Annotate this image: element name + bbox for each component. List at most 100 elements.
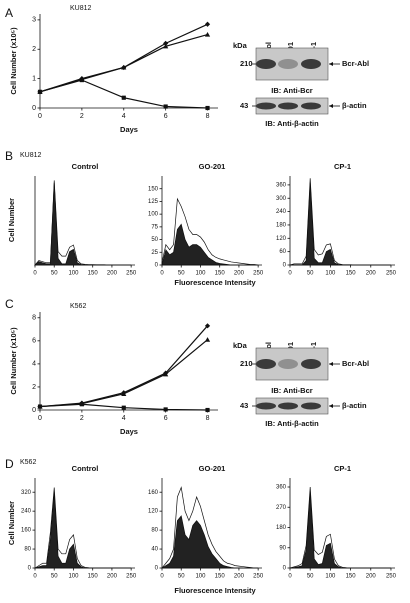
histogram-area xyxy=(34,182,132,266)
x-tick-label: 200 xyxy=(107,271,118,277)
chart-title: CP-1 xyxy=(334,162,351,171)
ib-label: IB: Anti-Bcr xyxy=(271,386,312,395)
x-axis-label: Days xyxy=(120,125,138,134)
data-point xyxy=(204,337,211,342)
x-tick-label: 150 xyxy=(215,271,226,277)
target-label: Bcr-Abl xyxy=(342,359,369,368)
x-tick-label: 250 xyxy=(126,574,137,580)
y-axis-label: Cell Number (x10⁵) xyxy=(9,27,18,95)
blot-band xyxy=(301,59,321,69)
x-tick-label: 250 xyxy=(253,574,264,580)
data-point xyxy=(204,21,211,27)
histogram-area xyxy=(289,491,391,569)
y-tick-label: 100 xyxy=(148,212,159,218)
x-tick-label: 0 xyxy=(38,415,42,422)
data-line xyxy=(39,339,208,408)
x-tick-label: 0 xyxy=(288,271,292,277)
x-tick-label: 100 xyxy=(195,271,206,277)
arrow-head xyxy=(329,362,333,366)
x-tick-label: 200 xyxy=(234,271,245,277)
x-tick-label: 100 xyxy=(195,574,206,580)
x-tick-label: 0 xyxy=(160,271,164,277)
y-tick-label: 360 xyxy=(276,485,287,491)
arrow-head xyxy=(329,404,333,408)
x-tick-label: 250 xyxy=(126,271,137,277)
y-tick-label: 120 xyxy=(276,236,287,242)
chart-title: CP-1 xyxy=(334,464,351,473)
data-point xyxy=(79,402,84,407)
x-tick-label: 0 xyxy=(288,574,292,580)
y-tick-label: 300 xyxy=(276,196,287,202)
y-axis-label: Cell Number xyxy=(7,501,16,545)
ib-label: IB: Anti-β-actin xyxy=(265,419,319,428)
y-tick-label: 2 xyxy=(32,46,36,53)
blot-band xyxy=(278,59,298,69)
panel-label: A xyxy=(5,6,13,20)
y-tick-label: 160 xyxy=(148,490,159,496)
y-tick-label: 0 xyxy=(155,263,159,269)
y-tick-label: 2 xyxy=(32,384,36,391)
x-tick-label: 0 xyxy=(33,574,37,580)
y-tick-label: 0 xyxy=(155,566,159,572)
data-point xyxy=(204,31,211,37)
data-line xyxy=(39,33,208,93)
y-tick-label: 125 xyxy=(148,199,159,205)
histogram-area xyxy=(290,182,391,266)
data-point xyxy=(121,64,127,70)
x-tick-label: 200 xyxy=(366,574,377,580)
y-tick-label: 90 xyxy=(279,545,286,551)
y-tick-label: 0 xyxy=(283,566,287,572)
chart-title: Control xyxy=(72,464,99,473)
x-tick-label: 50 xyxy=(307,271,314,277)
x-tick-label: 150 xyxy=(346,271,357,277)
blot-band xyxy=(278,102,298,110)
x-tick-label: 200 xyxy=(366,271,377,277)
mw-label: 210 xyxy=(240,359,253,368)
x-tick-label: 100 xyxy=(325,271,336,277)
ib-label: IB: Anti-Bcr xyxy=(271,86,312,95)
data-point xyxy=(163,43,169,49)
y-tick-label: 120 xyxy=(148,509,159,515)
x-tick-label: 50 xyxy=(51,271,58,277)
blot-band xyxy=(278,359,298,369)
y-tick-label: 0 xyxy=(28,566,32,572)
x-tick-label: 150 xyxy=(88,574,99,580)
y-tick-label: 8 xyxy=(32,315,36,322)
x-axis-label: Fluorescence Intensity xyxy=(174,278,256,287)
chart-title: K562 xyxy=(70,303,86,310)
mw-label: 43 xyxy=(240,401,248,410)
x-tick-label: 250 xyxy=(253,271,264,277)
y-tick-label: 40 xyxy=(151,547,158,553)
x-tick-label: 2 xyxy=(80,415,84,422)
x-tick-label: 200 xyxy=(234,574,245,580)
y-tick-label: 50 xyxy=(151,237,158,243)
panel-label: B xyxy=(5,149,13,163)
blot-band xyxy=(256,402,276,410)
target-label: β-actin xyxy=(342,101,367,110)
x-tick-label: 0 xyxy=(38,113,42,120)
blot-band xyxy=(256,102,276,110)
x-tick-label: 8 xyxy=(206,113,210,120)
x-tick-label: 6 xyxy=(164,113,168,120)
data-line xyxy=(39,79,208,109)
chart-title: GO-201 xyxy=(199,464,226,473)
y-axis-label: Cell Number xyxy=(7,198,16,242)
ib-label: IB: Anti-β-actin xyxy=(265,119,319,128)
x-tick-label: 150 xyxy=(88,271,99,277)
data-point xyxy=(121,405,126,410)
data-point xyxy=(121,391,127,396)
chart-title: KU812 xyxy=(70,5,92,12)
cell-line-label: K562 xyxy=(20,459,36,466)
kda-label: kDa xyxy=(233,41,248,50)
x-tick-label: 50 xyxy=(178,271,185,277)
histogram-area xyxy=(289,178,391,266)
x-tick-label: 200 xyxy=(107,574,118,580)
cell-line-label: KU812 xyxy=(20,152,42,159)
y-tick-label: 0 xyxy=(32,407,36,414)
y-tick-label: 0 xyxy=(32,105,36,112)
y-tick-label: 25 xyxy=(151,250,158,256)
x-axis-label: Fluorescence Intensity xyxy=(174,586,256,595)
chart-title: Control xyxy=(72,162,99,171)
y-tick-label: 80 xyxy=(24,547,31,553)
